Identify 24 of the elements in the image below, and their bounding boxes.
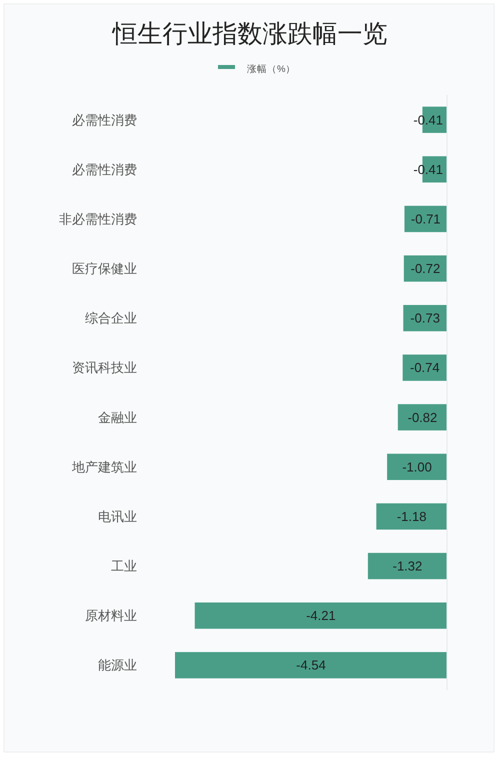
category-label: 资讯科技业: [72, 360, 137, 376]
category-label: 金融业: [98, 410, 137, 425]
category-label: 必需性消费: [72, 112, 137, 128]
value-label: -0.71: [410, 211, 441, 226]
value-label: -4.54: [296, 658, 326, 673]
value-label: -0.74: [410, 360, 440, 376]
category-label: 必需性消费: [72, 162, 137, 177]
category-label: 电讯业: [98, 508, 137, 524]
value-label: -0.82: [408, 410, 438, 425]
category-label: 综合企业: [85, 310, 137, 326]
value-label: -1.00: [402, 459, 432, 474]
value-label: -4.21: [306, 608, 336, 624]
category-label: 原材料业: [85, 608, 137, 624]
legend-label: 涨幅（%）: [247, 64, 296, 75]
category-label: 医疗保健业: [72, 261, 137, 276]
value-label: -1.32: [392, 558, 422, 574]
value-label: -0.73: [410, 310, 440, 326]
title: 恒生行业指数涨跌幅一览: [112, 20, 388, 48]
value-label: -1.18: [396, 508, 426, 524]
category-label: 工业: [111, 558, 137, 574]
value-label: -0.72: [410, 261, 440, 276]
category-label: 非必需性消费: [59, 211, 137, 226]
category-label: 地产建筑业: [72, 459, 137, 474]
category-label: 能源业: [98, 658, 137, 673]
